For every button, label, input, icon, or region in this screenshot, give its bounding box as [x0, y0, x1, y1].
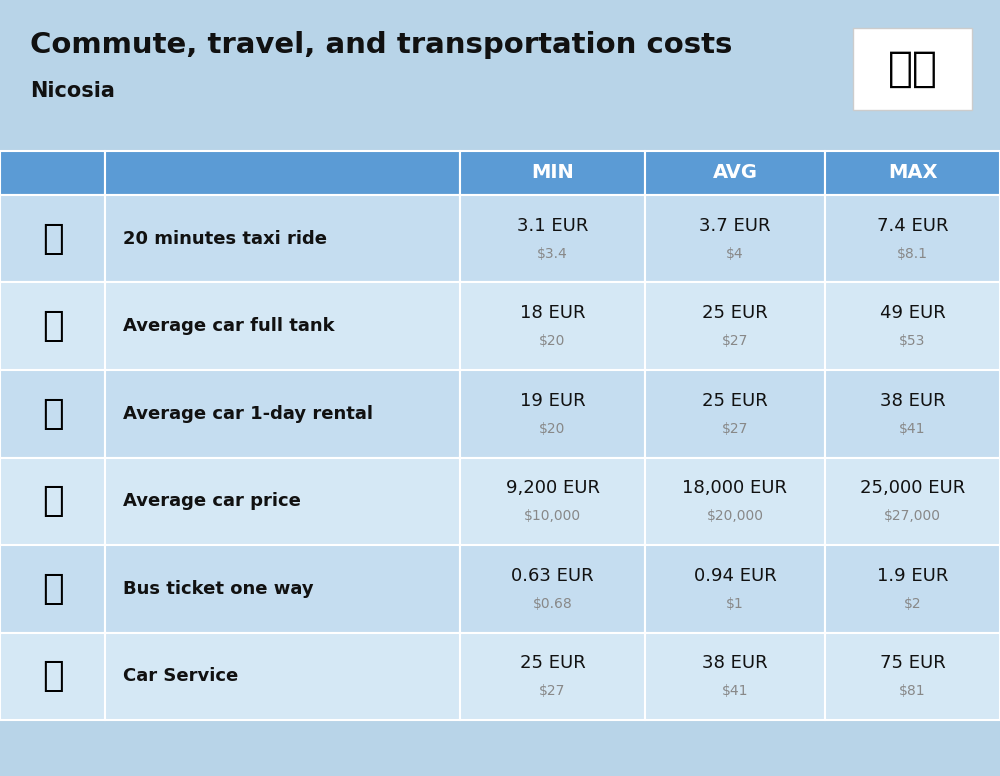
FancyBboxPatch shape [105, 545, 460, 632]
FancyBboxPatch shape [825, 282, 1000, 370]
Text: 🇨🇾: 🇨🇾 [888, 48, 938, 90]
FancyBboxPatch shape [645, 545, 825, 632]
Text: $41: $41 [722, 684, 748, 698]
Text: 🚕: 🚕 [42, 222, 63, 256]
FancyBboxPatch shape [0, 195, 105, 282]
FancyBboxPatch shape [825, 458, 1000, 545]
FancyBboxPatch shape [105, 282, 460, 370]
FancyBboxPatch shape [460, 370, 645, 458]
Text: $27: $27 [722, 334, 748, 348]
FancyBboxPatch shape [460, 458, 645, 545]
Text: $8.1: $8.1 [897, 247, 928, 261]
Text: 25 EUR: 25 EUR [702, 304, 768, 322]
FancyBboxPatch shape [0, 151, 105, 195]
Text: 20 minutes taxi ride: 20 minutes taxi ride [123, 230, 327, 248]
FancyBboxPatch shape [825, 151, 1000, 195]
FancyBboxPatch shape [645, 458, 825, 545]
Text: Commute, travel, and transportation costs: Commute, travel, and transportation cost… [30, 31, 732, 59]
FancyBboxPatch shape [105, 370, 460, 458]
Text: $27: $27 [539, 684, 566, 698]
FancyBboxPatch shape [645, 370, 825, 458]
FancyBboxPatch shape [645, 151, 825, 195]
Text: 🚗: 🚗 [42, 484, 63, 518]
FancyBboxPatch shape [460, 632, 645, 720]
Text: 18 EUR: 18 EUR [520, 304, 585, 322]
Text: 3.1 EUR: 3.1 EUR [517, 217, 588, 235]
Text: $4: $4 [726, 247, 744, 261]
FancyBboxPatch shape [105, 151, 460, 195]
Text: $2: $2 [904, 597, 921, 611]
Text: Average car price: Average car price [123, 492, 301, 511]
FancyBboxPatch shape [853, 28, 972, 110]
FancyBboxPatch shape [645, 282, 825, 370]
Text: $41: $41 [899, 421, 926, 436]
FancyBboxPatch shape [460, 151, 645, 195]
FancyBboxPatch shape [645, 195, 825, 282]
Text: 25 EUR: 25 EUR [702, 392, 768, 410]
Text: $53: $53 [899, 334, 926, 348]
Text: $3.4: $3.4 [537, 247, 568, 261]
Text: $10,000: $10,000 [524, 509, 581, 523]
Text: $81: $81 [899, 684, 926, 698]
Text: $27,000: $27,000 [884, 509, 941, 523]
Text: $20,000: $20,000 [706, 509, 764, 523]
Text: 3.7 EUR: 3.7 EUR [699, 217, 771, 235]
Text: 🚙: 🚙 [42, 397, 63, 431]
Text: 🛠: 🛠 [42, 660, 63, 693]
Text: 75 EUR: 75 EUR [880, 654, 945, 672]
FancyBboxPatch shape [105, 195, 460, 282]
FancyBboxPatch shape [460, 545, 645, 632]
FancyBboxPatch shape [645, 632, 825, 720]
Text: 1.9 EUR: 1.9 EUR [877, 566, 948, 585]
Text: 9,200 EUR: 9,200 EUR [506, 480, 600, 497]
Text: $20: $20 [539, 421, 566, 436]
Text: 25,000 EUR: 25,000 EUR [860, 480, 965, 497]
Text: ⛽: ⛽ [42, 310, 63, 343]
Text: Average car full tank: Average car full tank [123, 317, 335, 335]
Text: 49 EUR: 49 EUR [880, 304, 945, 322]
Text: 25 EUR: 25 EUR [520, 654, 585, 672]
Text: Bus ticket one way: Bus ticket one way [123, 580, 314, 598]
Text: $0.68: $0.68 [533, 597, 572, 611]
Text: 🚌: 🚌 [42, 572, 63, 606]
FancyBboxPatch shape [0, 282, 105, 370]
Text: $27: $27 [722, 421, 748, 436]
FancyBboxPatch shape [825, 632, 1000, 720]
Text: MAX: MAX [888, 164, 937, 182]
Text: Car Service: Car Service [123, 667, 238, 685]
Text: $20: $20 [539, 334, 566, 348]
Text: MIN: MIN [531, 164, 574, 182]
Text: Nicosia: Nicosia [30, 81, 115, 101]
Text: 38 EUR: 38 EUR [702, 654, 768, 672]
FancyBboxPatch shape [825, 370, 1000, 458]
FancyBboxPatch shape [825, 545, 1000, 632]
FancyBboxPatch shape [0, 545, 105, 632]
Text: Average car 1-day rental: Average car 1-day rental [123, 405, 373, 423]
Text: 0.94 EUR: 0.94 EUR [694, 566, 776, 585]
FancyBboxPatch shape [105, 458, 460, 545]
FancyBboxPatch shape [0, 370, 105, 458]
Text: 19 EUR: 19 EUR [520, 392, 585, 410]
FancyBboxPatch shape [825, 195, 1000, 282]
FancyBboxPatch shape [460, 195, 645, 282]
Text: 38 EUR: 38 EUR [880, 392, 945, 410]
Text: $1: $1 [726, 597, 744, 611]
FancyBboxPatch shape [105, 632, 460, 720]
FancyBboxPatch shape [0, 458, 105, 545]
Text: AVG: AVG [712, 164, 758, 182]
FancyBboxPatch shape [460, 282, 645, 370]
Text: 18,000 EUR: 18,000 EUR [682, 480, 788, 497]
Text: 7.4 EUR: 7.4 EUR [877, 217, 948, 235]
Text: 0.63 EUR: 0.63 EUR [511, 566, 594, 585]
FancyBboxPatch shape [0, 632, 105, 720]
